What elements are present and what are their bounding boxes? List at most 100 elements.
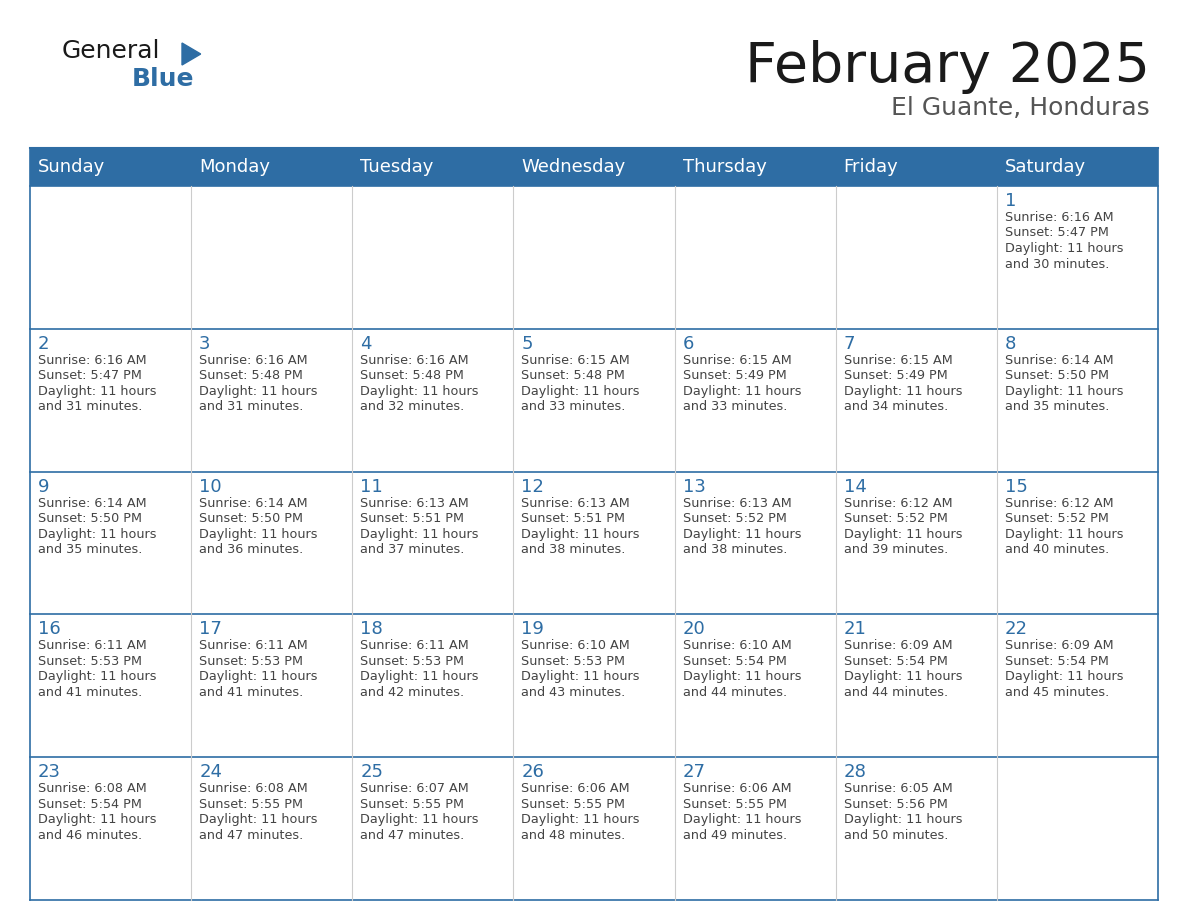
Text: 11: 11 (360, 477, 383, 496)
Text: Sunrise: 6:14 AM: Sunrise: 6:14 AM (1005, 353, 1113, 367)
Text: Sunset: 5:48 PM: Sunset: 5:48 PM (522, 369, 625, 382)
Text: 25: 25 (360, 763, 384, 781)
Text: 18: 18 (360, 621, 383, 638)
Text: Sunset: 5:54 PM: Sunset: 5:54 PM (1005, 655, 1108, 668)
Text: Tuesday: Tuesday (360, 158, 434, 176)
Text: Sunrise: 6:15 AM: Sunrise: 6:15 AM (683, 353, 791, 367)
Text: Daylight: 11 hours: Daylight: 11 hours (843, 670, 962, 683)
Text: February 2025: February 2025 (745, 40, 1150, 94)
Text: El Guante, Honduras: El Guante, Honduras (891, 96, 1150, 120)
Text: Sunset: 5:55 PM: Sunset: 5:55 PM (200, 798, 303, 811)
Bar (30, 614, 1158, 757)
Text: Sunset: 5:50 PM: Sunset: 5:50 PM (200, 512, 303, 525)
Text: 26: 26 (522, 763, 544, 781)
Text: Sunrise: 6:12 AM: Sunrise: 6:12 AM (843, 497, 953, 509)
Text: Thursday: Thursday (683, 158, 766, 176)
Text: Daylight: 11 hours: Daylight: 11 hours (843, 528, 962, 541)
Text: Sunrise: 6:10 AM: Sunrise: 6:10 AM (522, 640, 630, 653)
Text: Sunset: 5:50 PM: Sunset: 5:50 PM (38, 512, 143, 525)
Text: Sunset: 5:50 PM: Sunset: 5:50 PM (1005, 369, 1108, 382)
Text: Sunrise: 6:06 AM: Sunrise: 6:06 AM (522, 782, 630, 795)
Text: Sunrise: 6:15 AM: Sunrise: 6:15 AM (522, 353, 630, 367)
Text: General: General (62, 39, 160, 63)
Bar (30, 757, 1158, 900)
Bar (30, 186, 1158, 329)
Text: Sunrise: 6:09 AM: Sunrise: 6:09 AM (843, 640, 953, 653)
Text: Sunset: 5:54 PM: Sunset: 5:54 PM (843, 655, 948, 668)
Text: and 41 minutes.: and 41 minutes. (38, 686, 143, 699)
Text: and 31 minutes.: and 31 minutes. (200, 400, 303, 413)
Text: Daylight: 11 hours: Daylight: 11 hours (683, 670, 801, 683)
Text: Daylight: 11 hours: Daylight: 11 hours (683, 528, 801, 541)
Text: 4: 4 (360, 335, 372, 353)
Text: 22: 22 (1005, 621, 1028, 638)
Text: and 44 minutes.: and 44 minutes. (843, 686, 948, 699)
Text: Sunrise: 6:13 AM: Sunrise: 6:13 AM (683, 497, 791, 509)
Text: Saturday: Saturday (1005, 158, 1086, 176)
Text: Sunrise: 6:08 AM: Sunrise: 6:08 AM (200, 782, 308, 795)
Text: Sunrise: 6:07 AM: Sunrise: 6:07 AM (360, 782, 469, 795)
Text: Sunrise: 6:10 AM: Sunrise: 6:10 AM (683, 640, 791, 653)
Text: Sunset: 5:51 PM: Sunset: 5:51 PM (360, 512, 465, 525)
Bar (30, 472, 1158, 614)
Text: Sunset: 5:52 PM: Sunset: 5:52 PM (683, 512, 786, 525)
Text: Sunrise: 6:15 AM: Sunrise: 6:15 AM (843, 353, 953, 367)
Text: Sunset: 5:49 PM: Sunset: 5:49 PM (843, 369, 948, 382)
Text: 27: 27 (683, 763, 706, 781)
Text: Daylight: 11 hours: Daylight: 11 hours (38, 528, 157, 541)
Text: Sunset: 5:54 PM: Sunset: 5:54 PM (38, 798, 141, 811)
Text: Sunset: 5:51 PM: Sunset: 5:51 PM (522, 512, 625, 525)
Text: Sunset: 5:55 PM: Sunset: 5:55 PM (683, 798, 786, 811)
Text: and 49 minutes.: and 49 minutes. (683, 829, 786, 842)
Text: 7: 7 (843, 335, 855, 353)
Text: Sunrise: 6:05 AM: Sunrise: 6:05 AM (843, 782, 953, 795)
Text: Sunset: 5:53 PM: Sunset: 5:53 PM (360, 655, 465, 668)
Text: Daylight: 11 hours: Daylight: 11 hours (360, 528, 479, 541)
Text: Wednesday: Wednesday (522, 158, 626, 176)
Text: Daylight: 11 hours: Daylight: 11 hours (200, 528, 317, 541)
Text: 8: 8 (1005, 335, 1016, 353)
Text: 21: 21 (843, 621, 866, 638)
Text: Sunrise: 6:09 AM: Sunrise: 6:09 AM (1005, 640, 1113, 653)
Text: 12: 12 (522, 477, 544, 496)
Text: and 39 minutes.: and 39 minutes. (843, 543, 948, 556)
Text: 23: 23 (38, 763, 61, 781)
Text: Monday: Monday (200, 158, 270, 176)
Text: and 50 minutes.: and 50 minutes. (843, 829, 948, 842)
Text: Sunrise: 6:16 AM: Sunrise: 6:16 AM (1005, 211, 1113, 224)
Text: Daylight: 11 hours: Daylight: 11 hours (200, 670, 317, 683)
Text: Blue: Blue (132, 67, 195, 91)
Text: Daylight: 11 hours: Daylight: 11 hours (522, 670, 640, 683)
Text: and 41 minutes.: and 41 minutes. (200, 686, 303, 699)
Text: Sunrise: 6:13 AM: Sunrise: 6:13 AM (360, 497, 469, 509)
Text: Daylight: 11 hours: Daylight: 11 hours (843, 385, 962, 397)
Text: Daylight: 11 hours: Daylight: 11 hours (200, 813, 317, 826)
Text: Daylight: 11 hours: Daylight: 11 hours (360, 813, 479, 826)
Text: Daylight: 11 hours: Daylight: 11 hours (38, 385, 157, 397)
Text: Sunset: 5:53 PM: Sunset: 5:53 PM (38, 655, 143, 668)
Text: and 36 minutes.: and 36 minutes. (200, 543, 303, 556)
Bar (30, 148, 1158, 186)
Text: Daylight: 11 hours: Daylight: 11 hours (200, 385, 317, 397)
Text: and 35 minutes.: and 35 minutes. (1005, 400, 1110, 413)
Text: Daylight: 11 hours: Daylight: 11 hours (360, 385, 479, 397)
Text: Sunrise: 6:13 AM: Sunrise: 6:13 AM (522, 497, 630, 509)
Text: Sunrise: 6:08 AM: Sunrise: 6:08 AM (38, 782, 147, 795)
Text: and 34 minutes.: and 34 minutes. (843, 400, 948, 413)
Text: and 42 minutes.: and 42 minutes. (360, 686, 465, 699)
Text: and 48 minutes.: and 48 minutes. (522, 829, 626, 842)
Text: Sunset: 5:53 PM: Sunset: 5:53 PM (522, 655, 625, 668)
Text: 24: 24 (200, 763, 222, 781)
Text: Daylight: 11 hours: Daylight: 11 hours (843, 813, 962, 826)
Text: 2: 2 (38, 335, 50, 353)
Text: and 32 minutes.: and 32 minutes. (360, 400, 465, 413)
Text: Daylight: 11 hours: Daylight: 11 hours (38, 670, 157, 683)
Text: 9: 9 (38, 477, 50, 496)
Text: Sunset: 5:53 PM: Sunset: 5:53 PM (200, 655, 303, 668)
Text: Sunrise: 6:16 AM: Sunrise: 6:16 AM (200, 353, 308, 367)
Text: and 47 minutes.: and 47 minutes. (200, 829, 303, 842)
Text: and 31 minutes.: and 31 minutes. (38, 400, 143, 413)
Text: Daylight: 11 hours: Daylight: 11 hours (522, 385, 640, 397)
Text: and 44 minutes.: and 44 minutes. (683, 686, 786, 699)
Text: Sunrise: 6:16 AM: Sunrise: 6:16 AM (360, 353, 469, 367)
